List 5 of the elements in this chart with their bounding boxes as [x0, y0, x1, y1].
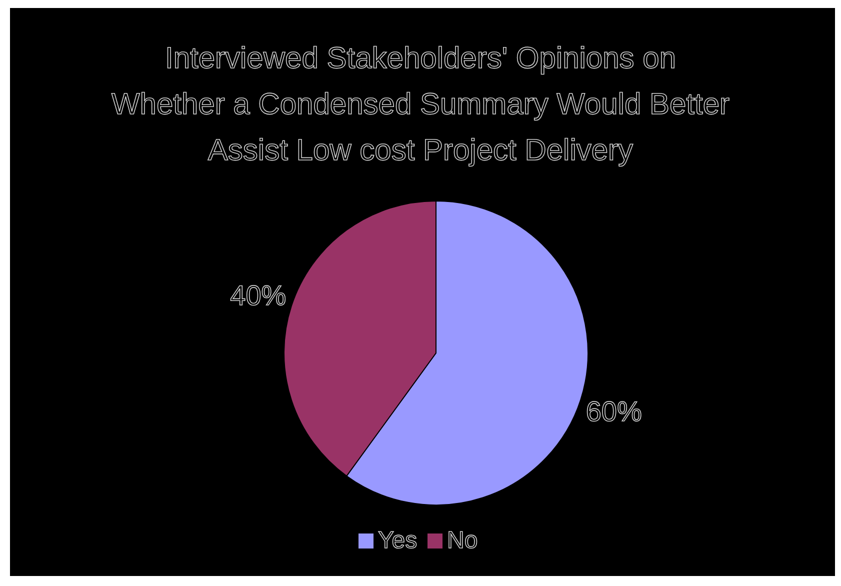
legend-label: Yes	[378, 527, 418, 554]
legend-label: No	[447, 527, 478, 554]
data-label: 40%	[230, 280, 286, 312]
data-label: 60%	[586, 396, 642, 427]
chart-title: Interviewed Stakeholders' Opinions on Whether a Condensed Summary Would Better Assist Low cost Project Delivery	[111, 42, 730, 167]
